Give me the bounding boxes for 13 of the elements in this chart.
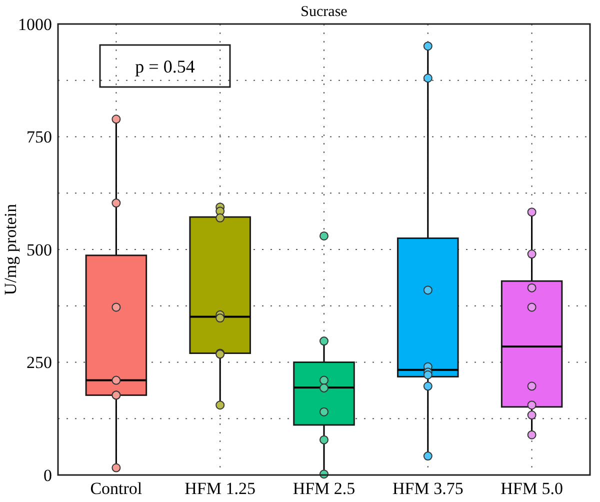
y-tick-label: 1000 xyxy=(18,14,52,34)
y-axis-title: U/mg protein xyxy=(1,203,20,296)
x-tick-label: HFM 3.75 xyxy=(392,479,464,498)
x-tick-label: Control xyxy=(90,479,142,498)
y-tick-label: 0 xyxy=(44,466,52,485)
chart-title: Sucrase xyxy=(300,4,348,20)
y-tick-label: 250 xyxy=(26,353,52,372)
x-tick-label: HFM 2.5 xyxy=(292,479,356,498)
x-tick-label: HFM 1.25 xyxy=(184,479,256,498)
y-tick-label: 750 xyxy=(26,128,52,147)
y-tick-label: 500 xyxy=(26,240,52,260)
annotation: p = 0.54 xyxy=(135,56,195,76)
x-tick-label: HFM 5.0 xyxy=(500,479,563,498)
